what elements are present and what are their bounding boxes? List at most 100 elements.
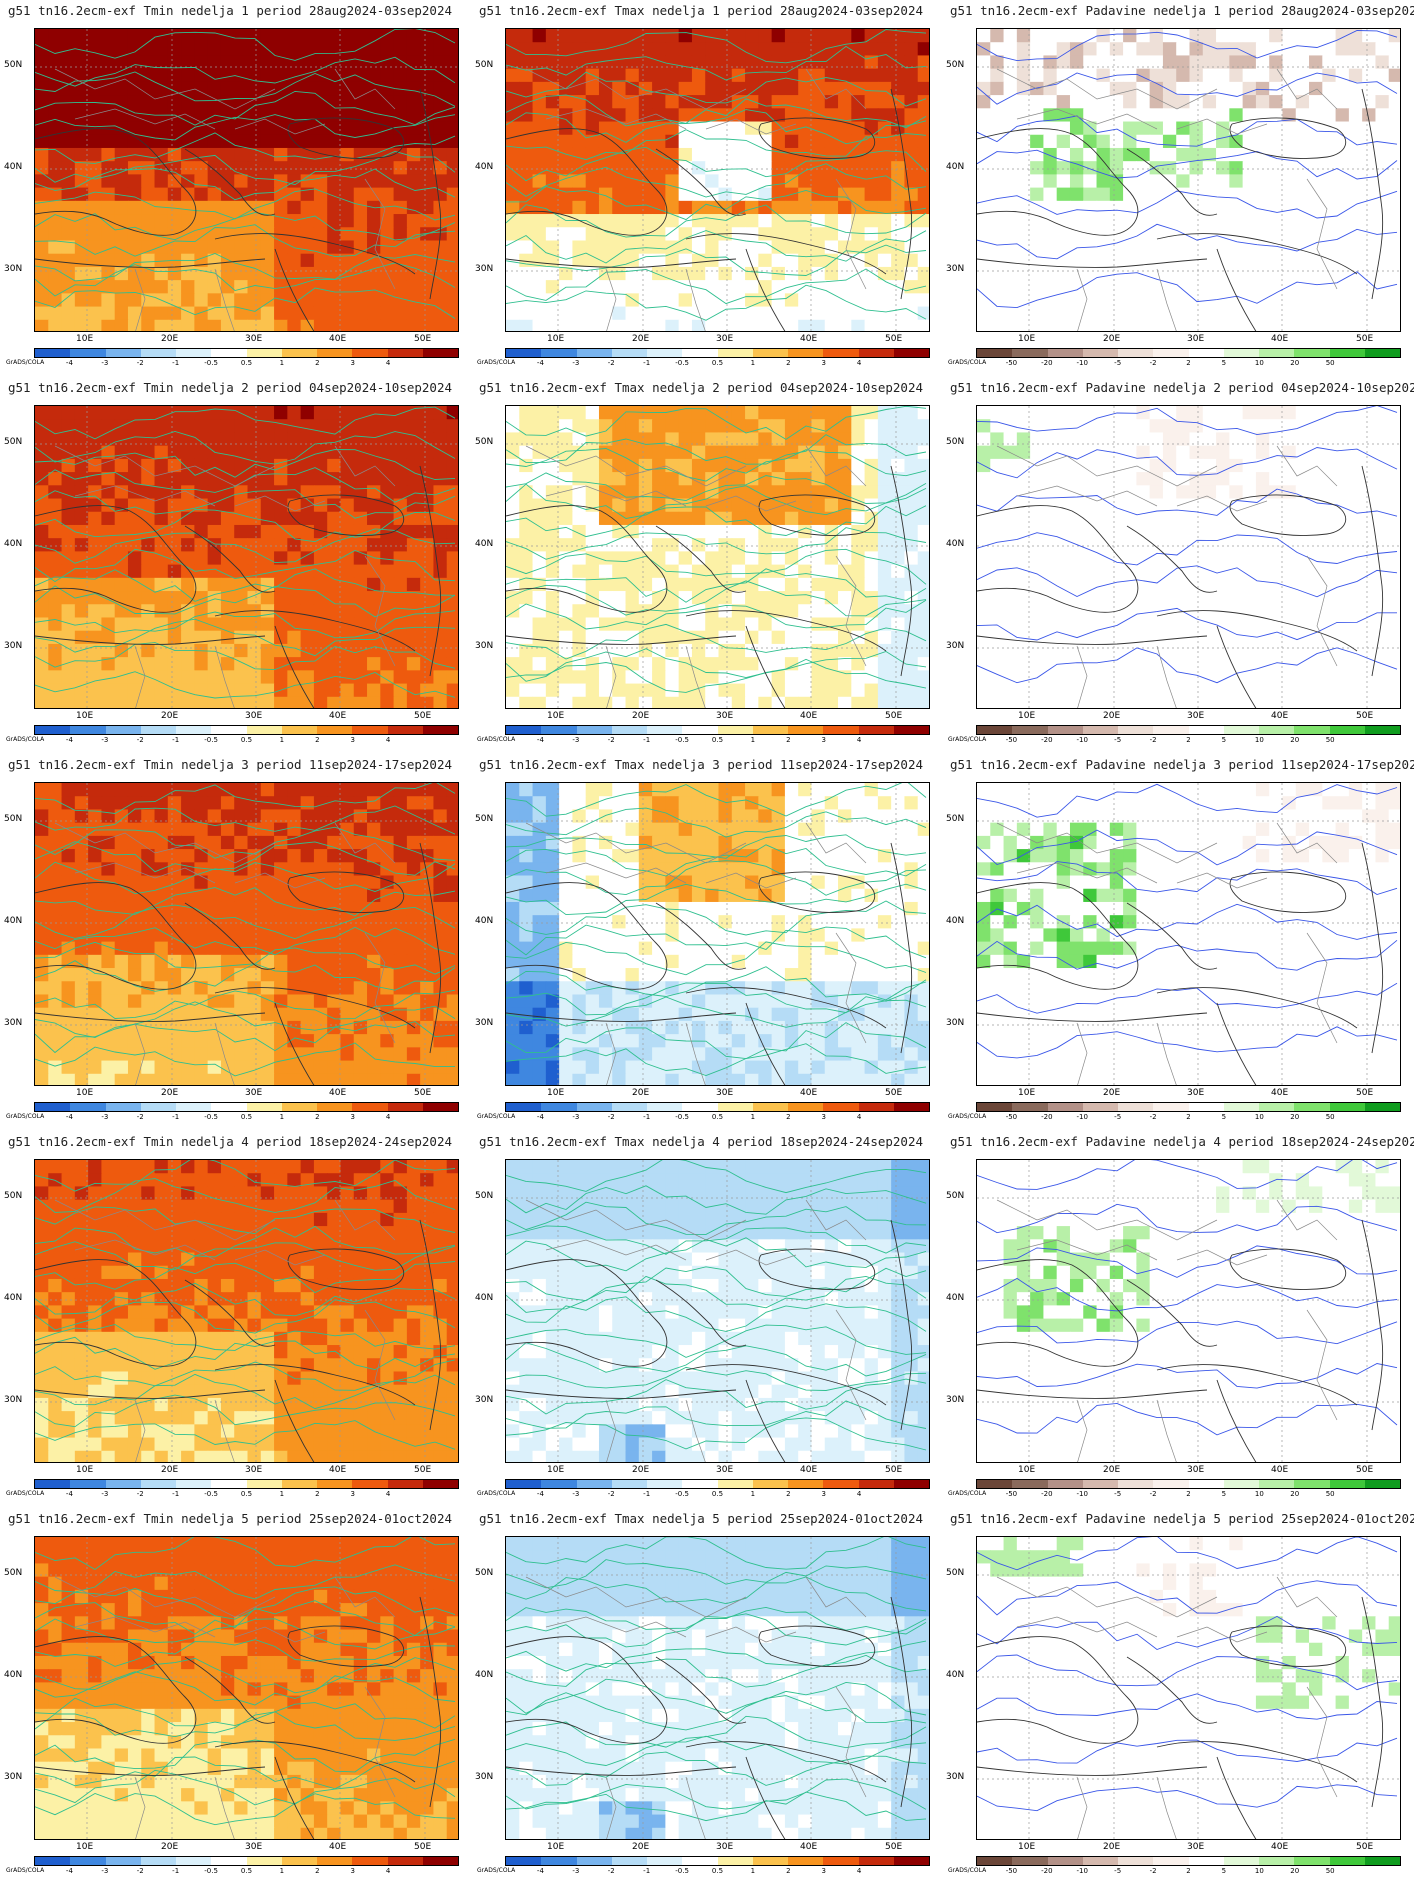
anomaly-cell [380, 670, 395, 685]
anomaly-cell [1189, 683, 1204, 698]
anomaly-cell [851, 68, 866, 83]
anomaly-cell [274, 42, 288, 57]
anomaly-cell [784, 577, 799, 592]
anomaly-cell [1056, 696, 1071, 708]
colorbar-tick-label: 1 [279, 736, 285, 744]
anomaly-cell [559, 227, 574, 242]
anomaly-cell [61, 406, 76, 420]
colorbar-segment [752, 726, 788, 734]
anomaly-cell [977, 121, 991, 136]
anomaly-cell [353, 796, 368, 811]
anomaly-cell [446, 95, 458, 109]
anomaly-cell [691, 68, 706, 83]
anomaly-cell [88, 564, 103, 579]
anomaly-cell [1109, 29, 1124, 43]
anomaly-cell [506, 551, 520, 566]
anomaly-cell [406, 511, 421, 526]
anomaly-cell [207, 266, 222, 281]
anomaly-cell [154, 42, 169, 57]
anomaly-cell [1216, 280, 1230, 294]
anomaly-cell [446, 809, 458, 824]
anomaly-cell [1348, 445, 1363, 460]
colorbar-segment [70, 726, 106, 734]
anomaly-cell [917, 511, 929, 526]
anomaly-cell [340, 253, 355, 268]
anomaly-cell [287, 319, 302, 331]
anomaly-cell [48, 227, 63, 242]
anomaly-cell [1375, 498, 1390, 513]
anomaly-cell [652, 670, 666, 685]
anomaly-cell [1348, 293, 1363, 308]
anomaly-cell [1003, 266, 1018, 281]
anomaly-cell [127, 29, 142, 43]
anomaly-cell [446, 538, 458, 552]
anomaly-cell [758, 564, 773, 579]
longitude-label: 10E [1018, 711, 1036, 721]
anomaly-cell [705, 95, 720, 109]
anomaly-cell [559, 643, 574, 658]
anomaly-cell [141, 835, 156, 850]
anomaly-cell [446, 266, 458, 281]
anomaly-cell [731, 227, 746, 242]
anomaly-cell [380, 406, 395, 420]
colorbar-segment [1259, 349, 1295, 357]
anomaly-cell [1003, 214, 1018, 228]
anomaly-cell [771, 121, 786, 136]
anomaly-cell [154, 524, 169, 539]
anomaly-cell [990, 55, 1005, 70]
anomaly-cell [114, 187, 129, 202]
anomaly-cell [506, 683, 520, 698]
anomaly-cell [1109, 591, 1124, 605]
grads-credit-label: GrADS/COLA [477, 359, 516, 366]
anomaly-cell [824, 214, 839, 228]
anomaly-cell [1069, 266, 1084, 281]
anomaly-cell [990, 617, 1005, 632]
anomaly-cell [274, 643, 288, 658]
anomaly-cell [35, 147, 49, 162]
anomaly-cell [1242, 696, 1257, 708]
anomaly-cell [1295, 187, 1310, 202]
country-border [54, 445, 276, 487]
anomaly-cell [274, 306, 288, 321]
anomaly-cell [1295, 472, 1310, 486]
anomaly-cell [220, 822, 235, 837]
anomaly-cell [598, 29, 613, 43]
anomaly-cell [420, 306, 435, 321]
anomaly-cell [1056, 524, 1071, 539]
anomaly-cell [1309, 683, 1323, 698]
anomaly-cell [1202, 42, 1217, 57]
anomaly-cell [1083, 95, 1098, 109]
anomaly-cell [545, 630, 560, 645]
anomaly-cell [1003, 485, 1018, 500]
anomaly-cell [877, 472, 892, 486]
anomaly-cell [327, 511, 342, 526]
anomaly-cell [1375, 445, 1390, 460]
colorbar-tick-label: -1 [172, 359, 180, 367]
anomaly-cell [638, 134, 653, 149]
colorbar-segment [1223, 726, 1259, 734]
anomaly-cell [771, 617, 786, 632]
anomaly-cell [745, 485, 759, 500]
country-border [1076, 268, 1088, 331]
anomaly-cell [851, 187, 866, 202]
anomaly-cell [327, 68, 342, 83]
anomaly-cell [1189, 458, 1204, 473]
anomaly-cell [1388, 68, 1400, 83]
anomaly-cell [1069, 95, 1084, 109]
anomaly-cell [420, 161, 435, 175]
anomaly-cell [48, 214, 63, 228]
anomaly-cell [1295, 108, 1310, 123]
anomaly-cell [234, 42, 249, 57]
anomaly-cell [1016, 696, 1031, 708]
anomaly-cell [559, 485, 574, 500]
anomaly-cell [652, 174, 666, 189]
anomaly-cell [545, 406, 560, 420]
anomaly-cell [559, 306, 574, 321]
anomaly-cell [1136, 696, 1151, 708]
anomaly-cell [838, 696, 852, 708]
anomaly-cell [838, 657, 852, 671]
anomaly-cell [585, 174, 600, 189]
anomaly-cell [274, 472, 288, 486]
anomaly-cell [1149, 280, 1164, 294]
anomaly-cell [287, 538, 302, 552]
